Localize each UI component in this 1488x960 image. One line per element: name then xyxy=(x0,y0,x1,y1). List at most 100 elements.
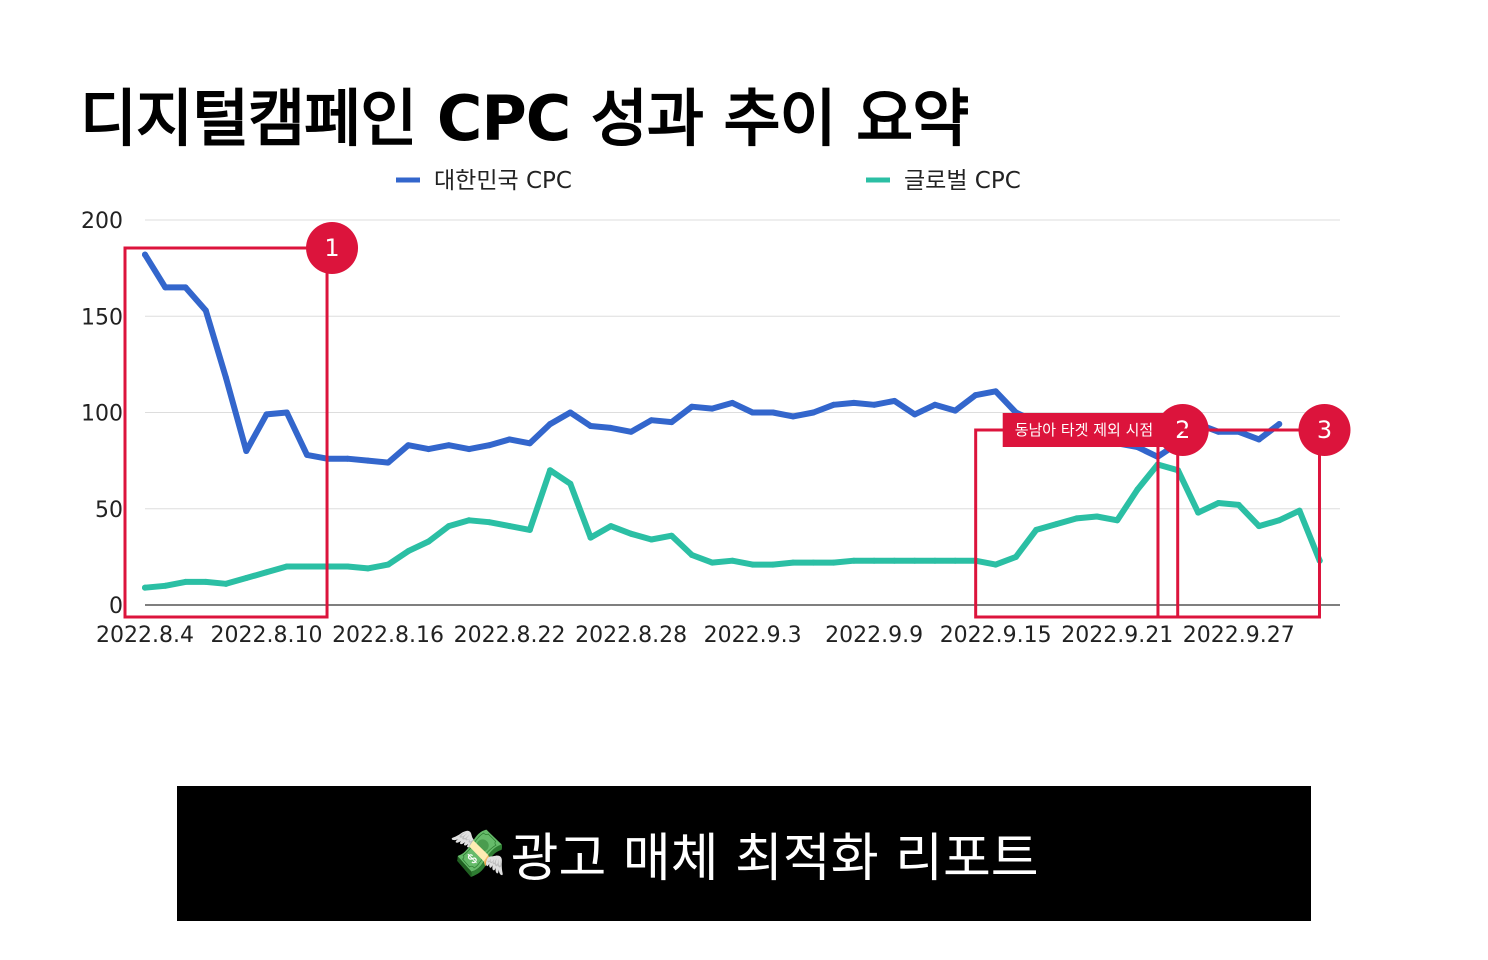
data-point xyxy=(182,284,189,291)
y-tick-label: 150 xyxy=(81,305,123,330)
data-point xyxy=(952,407,959,414)
data-point xyxy=(810,409,817,416)
data-point xyxy=(891,397,898,404)
data-point xyxy=(466,446,473,453)
highlight-badge xyxy=(306,222,359,274)
data-point xyxy=(304,451,311,458)
data-point xyxy=(952,557,959,564)
data-point xyxy=(445,523,452,530)
data-point xyxy=(526,440,533,447)
data-point xyxy=(223,580,230,587)
data-point xyxy=(486,442,493,449)
data-point xyxy=(628,530,635,537)
x-tick-label: 2022.8.4 xyxy=(96,623,194,648)
legend-label: 대한민국 CPC xyxy=(434,168,572,194)
data-point xyxy=(405,442,412,449)
highlight-note-bg xyxy=(1002,413,1183,447)
cpc-line-chart: 0 50 100 150 200 2022.8.4 2022.8.10 2022.8.16 20… xyxy=(81,168,1351,648)
report-banner: 💸 광고 매체 최적화 리포트 xyxy=(177,786,1311,921)
x-tick-label: 2022.8.22 xyxy=(454,623,566,648)
data-point xyxy=(688,403,695,410)
highlight-badge-number: 1 xyxy=(324,234,339,262)
data-point xyxy=(1215,499,1222,506)
data-point xyxy=(223,374,230,381)
data-point xyxy=(1255,436,1262,443)
x-tick-label: 2022.8.10 xyxy=(211,623,323,648)
data-point xyxy=(202,578,209,585)
report-banner-label: 광고 매체 최적화 리포트 xyxy=(510,829,1039,889)
money-wings-icon: 💸 xyxy=(449,826,507,880)
data-point xyxy=(364,457,371,464)
data-point xyxy=(425,538,432,545)
data-point xyxy=(790,559,797,566)
x-tick-label: 2022.8.28 xyxy=(575,623,687,648)
highlight-box xyxy=(1156,428,1321,619)
data-point xyxy=(1296,507,1303,514)
data-point xyxy=(628,428,635,435)
data-point xyxy=(790,413,797,420)
data-point xyxy=(1012,553,1019,560)
data-point xyxy=(688,551,695,558)
data-point xyxy=(830,401,837,408)
data-point xyxy=(182,578,189,585)
data-point xyxy=(769,561,776,568)
data-point xyxy=(1235,501,1242,508)
highlight-badge-number: 3 xyxy=(1317,416,1332,444)
data-point xyxy=(526,526,533,533)
data-point xyxy=(1255,523,1262,530)
data-point xyxy=(891,557,898,564)
data-point xyxy=(668,419,675,426)
x-tick-label: 2022.9.15 xyxy=(940,623,1052,648)
data-point xyxy=(385,459,392,466)
data-point xyxy=(587,422,594,429)
x-tick-label: 2022.9.27 xyxy=(1183,623,1295,648)
data-point xyxy=(486,519,493,526)
data-point xyxy=(931,401,938,408)
data-point xyxy=(162,582,169,589)
data-point xyxy=(1073,515,1080,522)
data-point xyxy=(1276,421,1283,428)
data-point xyxy=(830,559,837,566)
data-point xyxy=(992,561,999,568)
data-point xyxy=(243,448,250,454)
y-tick-label: 100 xyxy=(81,402,123,427)
data-point xyxy=(547,467,554,474)
data-point xyxy=(911,411,918,418)
data-point xyxy=(1093,513,1100,520)
data-point xyxy=(729,399,736,406)
data-point xyxy=(243,575,250,582)
data-point xyxy=(709,405,716,412)
data-point xyxy=(1053,521,1060,528)
x-tick-label: 2022.9.3 xyxy=(704,623,802,648)
data-point xyxy=(850,399,857,406)
data-point xyxy=(1195,509,1202,516)
data-point xyxy=(142,251,148,258)
data-point xyxy=(202,307,209,314)
legend-label: 글로벌 CPC xyxy=(904,168,1021,194)
data-point xyxy=(729,557,736,564)
data-point xyxy=(344,563,351,570)
data-point xyxy=(850,557,857,564)
data-point xyxy=(931,557,938,564)
data-point xyxy=(607,424,614,431)
series-line xyxy=(142,461,1323,591)
data-point xyxy=(1114,517,1121,524)
x-tick-label: 2022.9.21 xyxy=(1061,623,1173,648)
data-point xyxy=(992,388,999,395)
data-point xyxy=(364,565,371,572)
data-point xyxy=(871,401,878,408)
y-tick-label: 200 xyxy=(81,209,123,234)
data-point xyxy=(547,421,554,428)
data-point xyxy=(425,446,432,453)
highlight-note-label: 동남아 타겟 제외 시점 xyxy=(1015,421,1154,439)
data-point xyxy=(1276,517,1283,524)
data-point xyxy=(506,523,513,530)
data-point xyxy=(142,584,148,591)
data-point xyxy=(749,561,756,568)
data-point xyxy=(567,480,574,487)
data-point xyxy=(567,409,574,416)
data-point xyxy=(972,392,979,399)
highlight-box xyxy=(974,428,1180,619)
data-point xyxy=(648,536,655,543)
page-title: 디지털캠페인 CPC 성과 추이 요약 xyxy=(80,82,969,155)
